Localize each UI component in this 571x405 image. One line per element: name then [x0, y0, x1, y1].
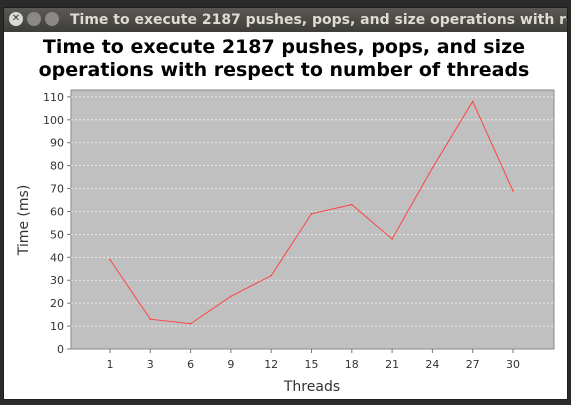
plot-area [70, 89, 555, 350]
grid-lines [71, 96, 554, 327]
x-tick-label: 9 [227, 358, 234, 371]
y-tick-label: 60 [50, 205, 64, 218]
x-tick-label: 30 [506, 358, 520, 371]
y-tick-label: 50 [50, 228, 64, 241]
close-icon[interactable]: ✕ [9, 12, 23, 26]
y-tick-label: 70 [50, 183, 64, 196]
data-point [270, 274, 273, 277]
data-point [310, 212, 313, 215]
y-tick-label: 30 [50, 274, 64, 287]
x-axis: 1 3 6 9 12 15 18 21 24 27 30 [107, 349, 520, 371]
data-point [431, 167, 434, 169]
window-titlebar[interactable]: ✕ Time to execute 2187 pushes, pops, and… [4, 8, 567, 32]
y-tick-label: 110 [43, 91, 64, 104]
y-tick-label: 20 [50, 297, 64, 310]
minimize-icon[interactable] [27, 12, 41, 26]
line-chart: Time to execute 2187 pushes, pops, and s… [16, 36, 555, 395]
data-point [471, 100, 474, 103]
x-tick-label: 18 [345, 358, 359, 371]
chart-title-line-2: operations with respect to number of thr… [39, 59, 530, 81]
series-layer [109, 100, 514, 325]
y-axis: 0 10 20 30 40 50 60 70 80 90 100 110 [43, 91, 71, 356]
x-tick-label: 1 [107, 358, 114, 371]
data-point [230, 295, 232, 298]
data-point [391, 238, 393, 240]
x-tick-label: 12 [264, 358, 278, 371]
x-tick-label: 15 [305, 358, 319, 371]
data-point [189, 322, 192, 325]
window-title: Time to execute 2187 pushes, pops, and s… [70, 12, 567, 28]
x-tick-label: 3 [147, 358, 154, 371]
x-axis-label: Threads [283, 379, 340, 395]
maximize-icon[interactable] [45, 12, 59, 26]
y-tick-label: 80 [50, 160, 64, 173]
y-axis-label: Time (ms) [16, 185, 32, 257]
x-tick-label: 6 [187, 358, 194, 371]
y-tick-label: 40 [50, 251, 64, 264]
x-tick-label: 21 [385, 358, 399, 371]
data-point [109, 258, 111, 261]
y-tick-label: 100 [43, 114, 64, 127]
app-window: ✕ Time to execute 2187 pushes, pops, and… [3, 7, 568, 400]
y-tick-label: 90 [50, 137, 64, 150]
data-point [512, 190, 514, 192]
data-point [149, 318, 152, 321]
y-tick-label: 0 [57, 343, 64, 356]
chart-title-line-1: Time to execute 2187 pushes, pops, and s… [43, 36, 525, 58]
y-tick-label: 10 [50, 320, 64, 333]
x-tick-label: 27 [466, 358, 480, 371]
x-tick-label: 24 [425, 358, 439, 371]
data-point [351, 203, 353, 206]
